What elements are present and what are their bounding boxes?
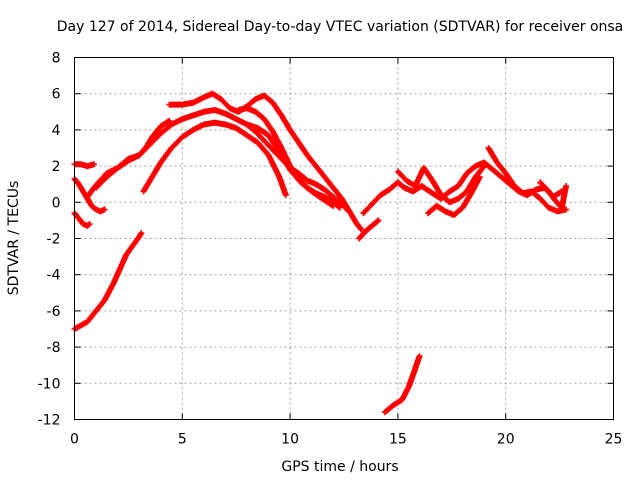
y-tick-label: -6 bbox=[47, 304, 61, 320]
series-track-k bbox=[356, 217, 382, 242]
series-track-g bbox=[140, 119, 289, 199]
series-markers bbox=[485, 145, 570, 215]
series-markers bbox=[71, 161, 97, 170]
series-markers bbox=[71, 230, 145, 332]
series-markers bbox=[235, 105, 343, 211]
x-tick-label: 5 bbox=[178, 432, 187, 448]
x-tick-label: 20 bbox=[497, 432, 515, 448]
series-markers bbox=[244, 121, 337, 209]
series-markers bbox=[394, 163, 488, 206]
grid bbox=[74, 57, 614, 420]
chart-title: Day 127 of 2014, Sidereal Day-to-day VTE… bbox=[57, 19, 624, 35]
series-markers bbox=[356, 217, 382, 242]
series-markers bbox=[140, 119, 289, 199]
x-tick-label: 25 bbox=[605, 432, 623, 448]
series-track-n bbox=[425, 174, 483, 218]
y-tick-label: -2 bbox=[47, 232, 61, 248]
x-axis-label: GPS time / hours bbox=[281, 459, 398, 475]
data-series bbox=[71, 90, 570, 416]
y-tick-label: -4 bbox=[47, 268, 61, 284]
y-tick-label: 0 bbox=[52, 195, 61, 211]
series-track-i bbox=[235, 105, 343, 211]
x-tick-label: 0 bbox=[70, 432, 79, 448]
y-tick-label: 8 bbox=[52, 51, 61, 67]
y-tick-label: -8 bbox=[47, 340, 61, 356]
ticks: 0 5 10 15 20 25 -12 -10 -8 -6 -4 -2 0 2 4 6 8 bbox=[38, 51, 623, 448]
y-tick-label: -12 bbox=[38, 413, 61, 429]
plot-frame bbox=[74, 57, 614, 420]
y-tick-label: 2 bbox=[52, 159, 61, 175]
y-axis-label: SDTVAR / TECUs bbox=[6, 181, 22, 296]
x-tick-label: 15 bbox=[389, 432, 407, 448]
series-markers bbox=[93, 117, 173, 191]
x-tick-label: 10 bbox=[281, 432, 299, 448]
series-track-p bbox=[537, 179, 570, 211]
series-track-q bbox=[382, 353, 423, 416]
series-track-f bbox=[93, 117, 173, 191]
series-markers bbox=[425, 174, 483, 218]
y-tick-label: -10 bbox=[38, 376, 61, 392]
series-markers bbox=[537, 179, 570, 211]
y-tick-label: 6 bbox=[52, 87, 61, 103]
series-track-d bbox=[71, 230, 145, 332]
series-track-m bbox=[394, 163, 488, 206]
y-tick-label: 4 bbox=[52, 123, 61, 139]
series-track-o bbox=[485, 145, 570, 215]
series-markers bbox=[382, 353, 423, 416]
series-track-j bbox=[244, 121, 337, 209]
series-track-a bbox=[71, 161, 97, 170]
